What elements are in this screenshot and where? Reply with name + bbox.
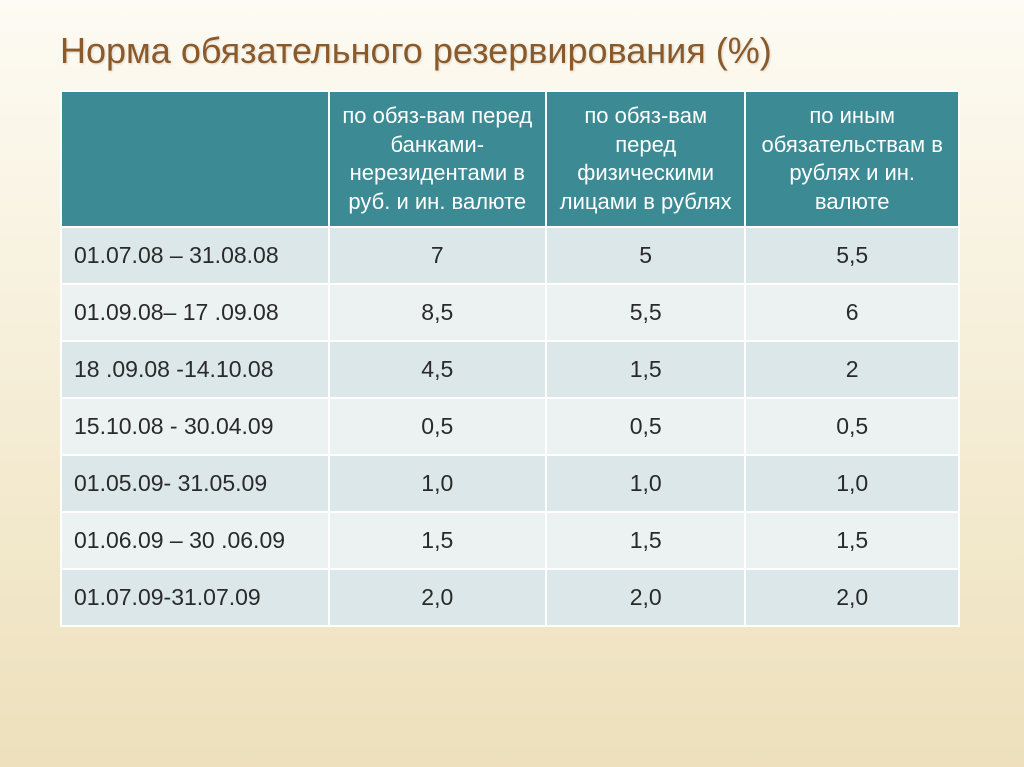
cell-period: 18 .09.08 -14.10.08 — [61, 341, 329, 398]
cell-value: 2,0 — [745, 569, 959, 626]
header-other-obligations: по иным обязательствам в рублях и ин. ва… — [745, 91, 959, 227]
cell-value: 5,5 — [745, 227, 959, 284]
table-row: 01.09.08– 17 .09.08 8,5 5,5 6 — [61, 284, 959, 341]
header-nonresident-banks: по обяз-вам перед банками-нерезидентами … — [329, 91, 546, 227]
table-row: 01.05.09- 31.05.09 1,0 1,0 1,0 — [61, 455, 959, 512]
cell-value: 2 — [745, 341, 959, 398]
reserve-table: по обяз-вам перед банками-нерезидентами … — [60, 90, 960, 627]
cell-value: 1,5 — [546, 341, 745, 398]
cell-period: 01.07.08 – 31.08.08 — [61, 227, 329, 284]
table-row: 01.07.09-31.07.09 2,0 2,0 2,0 — [61, 569, 959, 626]
cell-value: 1,0 — [745, 455, 959, 512]
cell-value: 1,0 — [329, 455, 546, 512]
table-body: 01.07.08 – 31.08.08 7 5 5,5 01.09.08– 17… — [61, 227, 959, 626]
cell-value: 0,5 — [329, 398, 546, 455]
cell-period: 01.07.09-31.07.09 — [61, 569, 329, 626]
cell-value: 5,5 — [546, 284, 745, 341]
cell-value: 1,5 — [745, 512, 959, 569]
cell-value: 0,5 — [546, 398, 745, 455]
cell-value: 2,0 — [329, 569, 546, 626]
table-row: 15.10.08 - 30.04.09 0,5 0,5 0,5 — [61, 398, 959, 455]
cell-value: 8,5 — [329, 284, 546, 341]
cell-period: 15.10.08 - 30.04.09 — [61, 398, 329, 455]
slide: Норма обязательного резервирования (%) п… — [0, 0, 1024, 657]
table-row: 01.06.09 – 30 .06.09 1,5 1,5 1,5 — [61, 512, 959, 569]
cell-period: 01.06.09 – 30 .06.09 — [61, 512, 329, 569]
table-row: 01.07.08 – 31.08.08 7 5 5,5 — [61, 227, 959, 284]
page-title: Норма обязательного резервирования (%) — [60, 30, 974, 72]
cell-value: 0,5 — [745, 398, 959, 455]
cell-period: 01.09.08– 17 .09.08 — [61, 284, 329, 341]
cell-value: 5 — [546, 227, 745, 284]
cell-value: 7 — [329, 227, 546, 284]
cell-value: 1,5 — [329, 512, 546, 569]
header-empty — [61, 91, 329, 227]
cell-period: 01.05.09- 31.05.09 — [61, 455, 329, 512]
header-row: по обяз-вам перед банками-нерезидентами … — [61, 91, 959, 227]
cell-value: 1,0 — [546, 455, 745, 512]
cell-value: 6 — [745, 284, 959, 341]
cell-value: 4,5 — [329, 341, 546, 398]
header-individuals-rub: по обяз-вам перед физическими лицами в р… — [546, 91, 745, 227]
table-row: 18 .09.08 -14.10.08 4,5 1,5 2 — [61, 341, 959, 398]
cell-value: 1,5 — [546, 512, 745, 569]
cell-value: 2,0 — [546, 569, 745, 626]
